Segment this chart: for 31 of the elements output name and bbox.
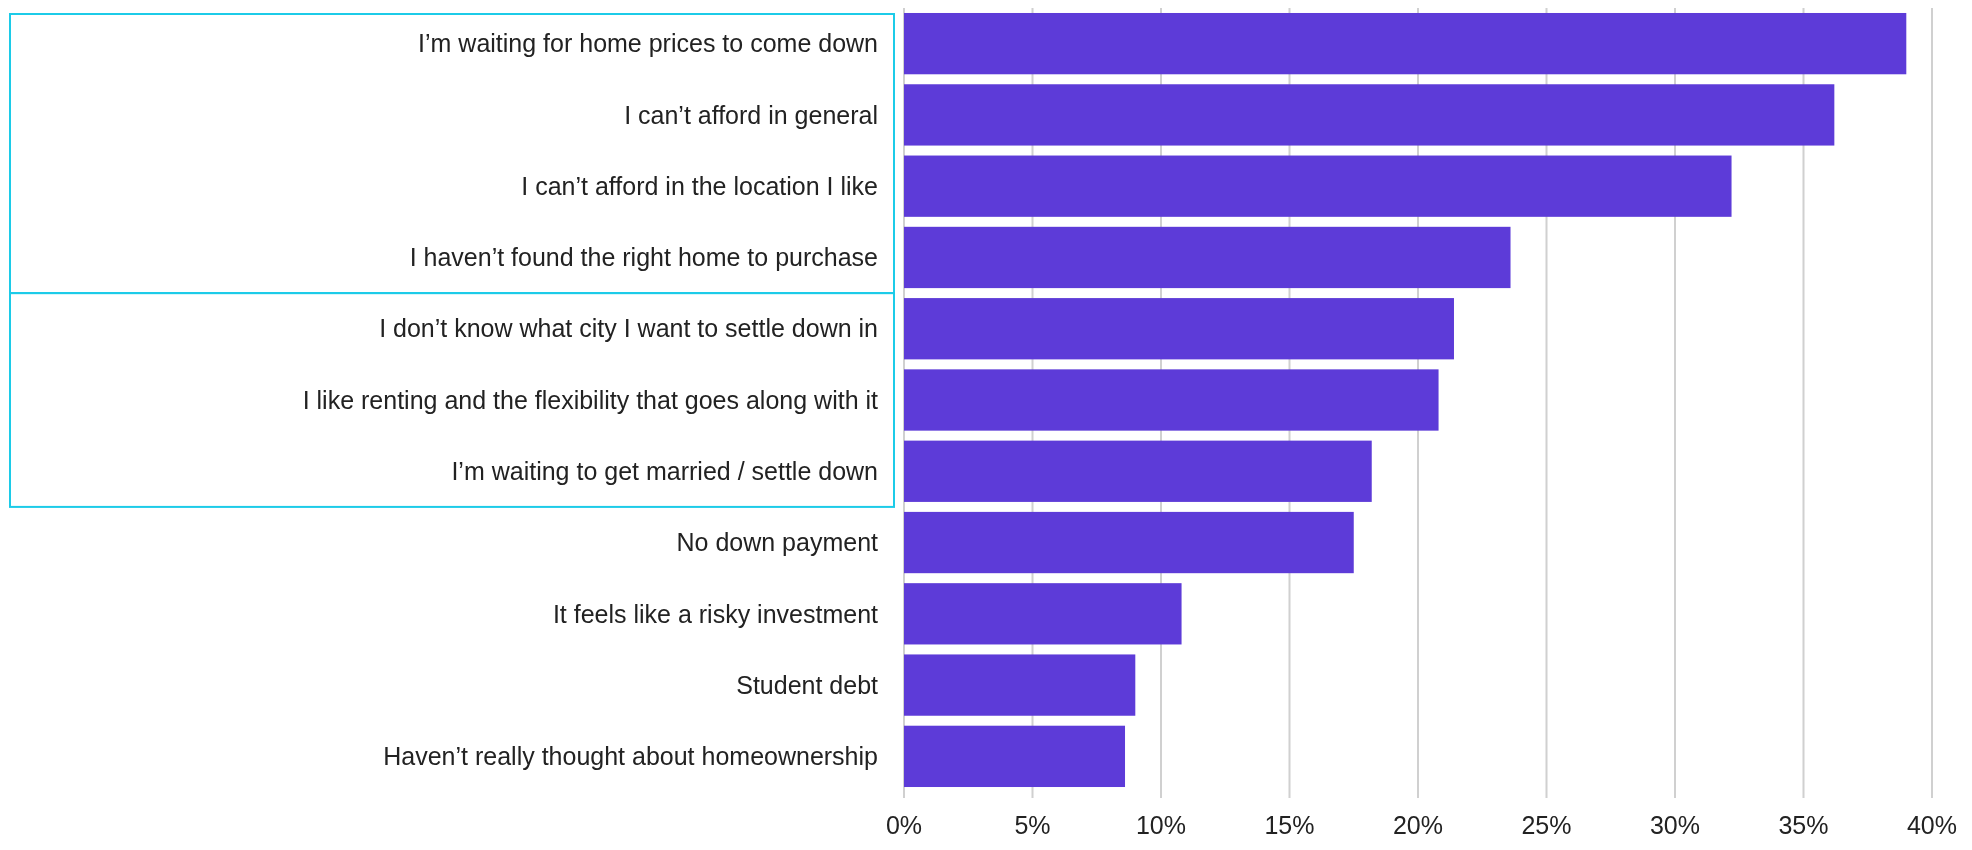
y-tick-label: I’m waiting to get married / settle down <box>451 457 878 486</box>
bar <box>904 12 1907 75</box>
bar <box>904 725 1126 788</box>
bar <box>904 583 1182 645</box>
bar <box>904 440 1372 502</box>
x-tick-label: 20% <box>1392 811 1444 839</box>
y-tick-label: I haven’t found the right home to purchase <box>409 243 878 272</box>
x-tick-label: 40% <box>1906 811 1958 839</box>
x-tick-label: 30% <box>1649 811 1701 839</box>
bar <box>904 84 1835 146</box>
y-tick-label: Haven’t really thought about homeownership <box>383 742 878 771</box>
y-tick-label: Student debt <box>736 670 879 699</box>
bar <box>904 654 1136 716</box>
y-tick-label: I like renting and the flexibility that goes along with it <box>302 385 879 414</box>
bar <box>904 511 1354 574</box>
y-tick-label: I’m waiting for home prices to come down <box>418 29 878 58</box>
y-tick-label: No down payment <box>676 528 879 557</box>
x-tick-label: 35% <box>1778 811 1829 839</box>
y-tick-label: I can’t afford in the location I like <box>521 171 878 200</box>
x-tick-label: 25% <box>1521 811 1572 839</box>
x-tick-label: 0% <box>885 811 923 839</box>
x-tick-label: 5% <box>1014 811 1051 839</box>
bar <box>904 369 1439 431</box>
y-tick-label: It feels like a risky investment <box>552 599 879 628</box>
bar <box>904 155 1732 217</box>
bar <box>904 226 1511 289</box>
bar <box>904 298 1454 360</box>
y-tick-label: I can’t afford in general <box>624 100 878 129</box>
x-tick-label: 15% <box>1264 811 1315 839</box>
x-tick-label: 10% <box>1135 811 1187 839</box>
y-tick-label: I don’t know what city I want to settle down in <box>379 314 878 343</box>
